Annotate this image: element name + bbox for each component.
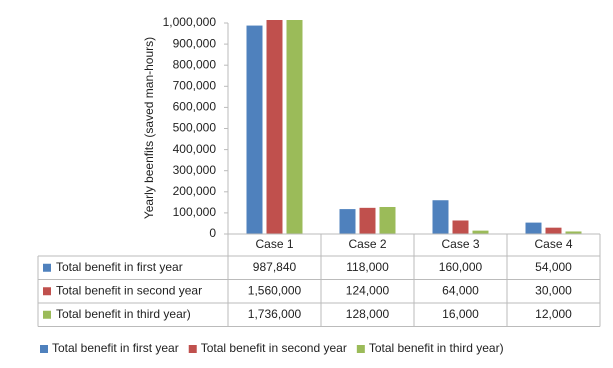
y-tick-label: 400,000: [173, 142, 217, 156]
bar: [339, 209, 356, 234]
bar: [452, 220, 469, 234]
bar: [545, 227, 562, 234]
table-cell: 160,000: [439, 260, 483, 274]
table-cell: 1,560,000: [248, 283, 302, 297]
bar: [246, 25, 263, 234]
y-tick-label: 900,000: [173, 36, 217, 50]
x-tick-label: Case 3: [441, 237, 479, 251]
legend-label: Total benefit in second year: [201, 341, 347, 355]
x-tick-label: Case 4: [534, 237, 572, 251]
y-tick-label: 800,000: [173, 57, 217, 71]
bar: [379, 206, 396, 234]
y-tick-label: 300,000: [173, 163, 217, 177]
bar: [266, 20, 283, 234]
table-legend-swatch: [43, 287, 51, 296]
legend-label: Total benefit in first year: [52, 341, 179, 355]
legend-swatch: [188, 345, 197, 353]
y-tick-label: 1,000,000: [163, 15, 217, 29]
bar: [286, 20, 303, 234]
bar: [525, 222, 542, 234]
legend-swatch: [356, 345, 365, 353]
y-tick-label: 500,000: [173, 121, 217, 135]
table-cell: 124,000: [346, 283, 390, 297]
table-cell: 12,000: [535, 307, 572, 321]
table-legend-swatch: [43, 310, 51, 319]
bar: [565, 231, 582, 234]
table-cell: 128,000: [346, 307, 390, 321]
table-row-label: Total benefit in first year: [56, 260, 183, 274]
table-row-label: Total benefit in third year): [56, 307, 191, 321]
y-tick-label: 200,000: [173, 184, 217, 198]
plot-area: [246, 20, 582, 234]
table-cell: 16,000: [442, 307, 479, 321]
legend-swatch: [40, 345, 48, 353]
legend-label: Total benefit in third year): [369, 341, 504, 355]
table-cell: 987,840: [253, 260, 297, 274]
table-cell: 1,736,000: [248, 307, 302, 321]
table-cell: 118,000: [346, 260, 389, 274]
bar: [432, 200, 449, 234]
x-tick-label: Case 1: [255, 237, 293, 251]
table-cell: 64,000: [442, 283, 479, 297]
y-tick-label: 700,000: [173, 78, 217, 92]
x-tick-label: Case 2: [348, 237, 386, 251]
y-tick-label: 100,000: [173, 205, 217, 219]
table-cell: 30,000: [535, 283, 572, 297]
table-row-label: Total benefit in second year: [56, 283, 202, 297]
y-axis-label: Yearly beenfits (saved man-hours): [142, 37, 156, 219]
bar: [359, 207, 376, 234]
table-legend-swatch: [43, 263, 51, 272]
y-tick-label: 600,000: [173, 100, 217, 114]
y-tick-label: 0: [209, 226, 216, 240]
bar: [472, 230, 489, 234]
table-cell: 54,000: [535, 260, 572, 274]
